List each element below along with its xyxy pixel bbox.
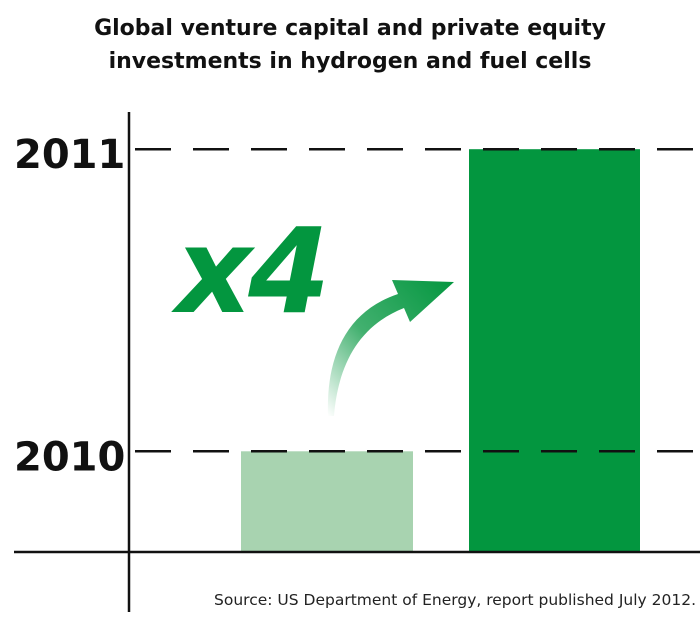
y-tick-label-2011: 2011 xyxy=(14,132,125,178)
chart-title: Global venture capital and private equit… xyxy=(0,12,700,78)
y-tick-label-2010: 2010 xyxy=(14,434,125,480)
multiplier-annotation: x4 xyxy=(171,202,326,340)
chart-title-line-1: Global venture capital and private equit… xyxy=(94,16,606,41)
chart-title-line-2: investments in hydrogen and fuel cells xyxy=(108,49,592,74)
growth-arrow-icon xyxy=(327,280,454,416)
bar-2011 xyxy=(469,149,640,552)
source-note: Source: US Department of Energy, report … xyxy=(214,591,696,609)
bar-2010 xyxy=(241,451,413,552)
